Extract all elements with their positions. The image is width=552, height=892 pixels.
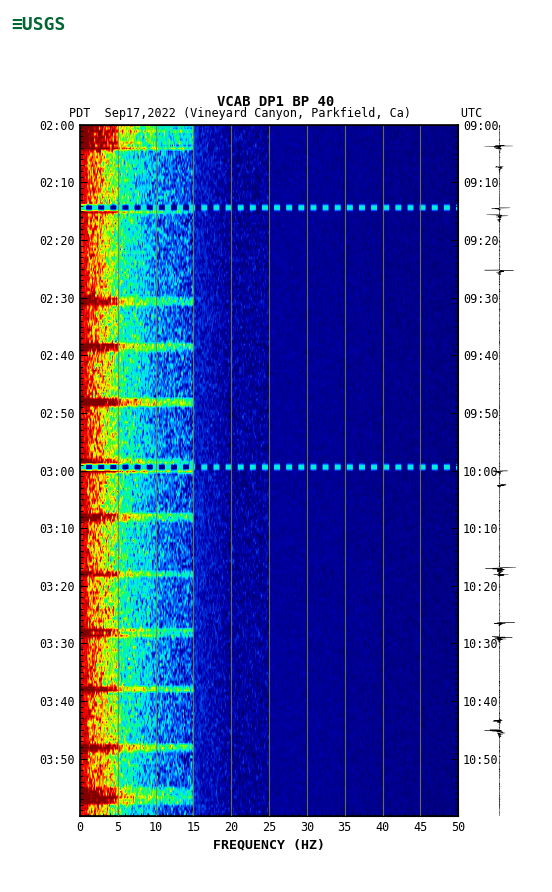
Text: VCAB DP1 BP 40: VCAB DP1 BP 40 — [217, 95, 335, 109]
Text: PDT  Sep17,2022 (Vineyard Canyon, Parkfield, Ca)       UTC: PDT Sep17,2022 (Vineyard Canyon, Parkfie… — [70, 106, 482, 120]
Text: ≡USGS: ≡USGS — [11, 16, 66, 34]
X-axis label: FREQUENCY (HZ): FREQUENCY (HZ) — [213, 838, 325, 851]
